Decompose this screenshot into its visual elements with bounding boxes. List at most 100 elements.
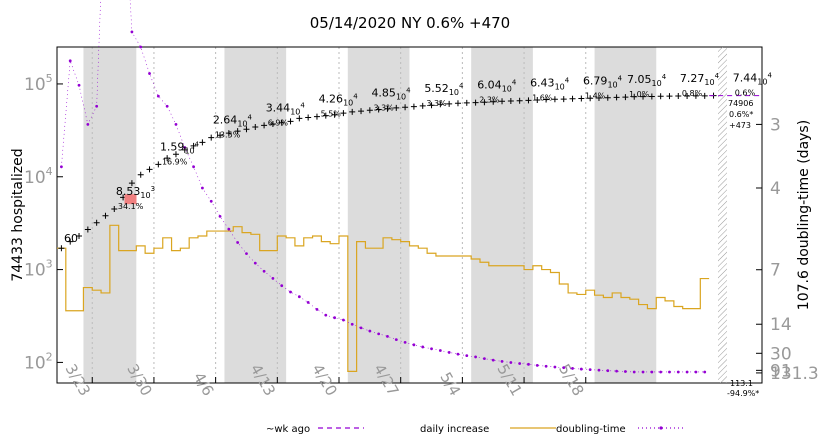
doubling-point-13 — [174, 123, 178, 126]
legend-marker-2 — [659, 426, 663, 430]
y2tick-label-5: 91 — [770, 361, 792, 381]
doubling-point-69 — [668, 370, 671, 374]
doubling-point-72 — [694, 370, 698, 374]
doubling-point-41 — [421, 345, 425, 349]
doubling-point-31 — [333, 316, 336, 320]
hospitalized-point-42 — [428, 102, 435, 109]
hospitalized-point-20 — [234, 128, 241, 135]
doubling-point-54 — [535, 363, 539, 367]
doubling-point-32 — [342, 318, 345, 322]
doubling-point-9 — [139, 45, 143, 49]
hospitalized-point-64 — [622, 94, 629, 101]
doubling-time-series — [60, 0, 707, 374]
hospitalized-point-22 — [252, 123, 259, 130]
hospitalized-point-38 — [393, 104, 400, 111]
annotation-value-9: 6.43104 — [530, 76, 570, 91]
hospitalized-point-25 — [278, 119, 285, 126]
hospitalized-point-43 — [437, 101, 444, 108]
doubling-point-50 — [500, 359, 504, 363]
annotation-value-11: 7.05104 — [627, 73, 667, 88]
annotation-pct-7: 3.3% — [426, 99, 447, 108]
hospitalized-point-2 — [76, 233, 83, 240]
doubling-point-63 — [615, 369, 618, 373]
doubling-point-49 — [491, 358, 495, 362]
hospitalized-point-70 — [675, 93, 682, 100]
projection-band — [718, 47, 727, 383]
hospitalized-point-51 — [507, 97, 514, 104]
hospitalized-point-29 — [313, 113, 320, 120]
y2tick-label-4: 30 — [770, 344, 792, 364]
hospitalized-point-32 — [340, 110, 347, 117]
doubling-point-12 — [165, 104, 169, 108]
hospitalized-point-69 — [666, 93, 673, 100]
hospitalized-point-13 — [172, 151, 179, 158]
annotation-value-4: 3.44104 — [266, 101, 306, 116]
hospitalized-point-50 — [499, 98, 506, 105]
y-axis-label: 74433 hospitalized — [10, 148, 26, 281]
hospitalized-point-53 — [525, 97, 532, 104]
annotation-value-10: 6.79104 — [583, 75, 623, 90]
gridlines — [91, 47, 587, 383]
shade-1 — [224, 47, 287, 383]
hospitalized-point-48 — [481, 99, 488, 106]
hospitalized-point-52 — [516, 97, 523, 104]
hospitalized-point-66 — [640, 93, 647, 100]
hospitalized-point-19 — [225, 130, 232, 137]
hospitalized-point-28 — [305, 114, 312, 121]
hospitalized-point-65 — [631, 93, 638, 100]
hospitalized-point-61 — [595, 95, 602, 102]
annotation-value-13: 7.44104 — [733, 72, 773, 87]
annotation-pct-6: 3.3% — [373, 103, 394, 112]
end-labels: 74906 0.6%* +473 113.1 -94.9%* — [727, 99, 759, 398]
hospitalized-point-17 — [208, 134, 215, 141]
doubling-point-52 — [518, 362, 522, 365]
ytick-label-0: 102 — [24, 350, 53, 373]
doubling-point-45 — [456, 352, 460, 356]
doubling-point-35 — [368, 329, 372, 333]
hospitalized-point-71 — [684, 92, 691, 99]
annotation-pct-9: 1.6% — [532, 93, 553, 102]
hospitalized-point-4 — [93, 219, 100, 226]
doubling-point-73 — [703, 370, 707, 374]
shade-4 — [594, 47, 657, 383]
doubling-point-15 — [192, 165, 195, 169]
hospitalized-point-47 — [472, 99, 479, 106]
hospitalized-point-35 — [366, 107, 373, 114]
annotation-value-3: 2.64104 — [213, 114, 253, 129]
annotation-pct-3: 13.5% — [215, 131, 241, 140]
y-ticks: 102 103 104 105 — [24, 72, 63, 373]
end-pct: 0.6%* — [729, 110, 753, 119]
hospitalized-point-72 — [692, 92, 699, 99]
annotation-value-2: 1.59104 — [160, 140, 200, 155]
doubling-point-55 — [544, 364, 548, 368]
hospitalized-point-14 — [181, 146, 188, 153]
hospitalized-point-67 — [648, 93, 655, 100]
annotation-pct-10: 1.4% — [585, 92, 606, 101]
y2tick-label-3: 14 — [770, 315, 792, 335]
hospitalized-point-49 — [490, 98, 497, 105]
annotations: 60 8.53103 34.1% 1.59104 16.9% 2.64104 13.5% 3.… — [64, 72, 772, 246]
hospitalized-point-36 — [375, 106, 382, 113]
doubling-point-71 — [685, 370, 689, 374]
hospitalized-point-44 — [446, 100, 453, 107]
doubling-point-10 — [148, 72, 151, 75]
annotation-pct-4: 6.9% — [268, 118, 289, 127]
hospitalized-point-63 — [613, 94, 620, 101]
doubling-point-11 — [156, 94, 160, 98]
doubling-point-44 — [447, 351, 451, 354]
hospitalized-point-9 — [137, 171, 144, 178]
highlight-box — [124, 194, 137, 205]
hospitalized-point-55 — [543, 96, 550, 103]
hospitalized-point-46 — [463, 99, 470, 106]
chart-title: 05/14/2020 NY 0.6% +470 — [310, 14, 510, 32]
annotation-value-6: 4.85104 — [371, 86, 411, 101]
y2tick-label-6: 131.3 — [770, 364, 819, 384]
doubling-point-46 — [465, 354, 469, 358]
hospitalized-point-37 — [384, 105, 391, 112]
hospitalized-point-0 — [58, 245, 65, 252]
x-ticks: 3/23 3/30 4/6 4/13 4/20 4/27 5/4 5/11 5/18 — [62, 361, 588, 399]
hospitalized-point-33 — [349, 108, 356, 115]
annotation-pct-8: 2.3% — [479, 96, 500, 105]
doubling-point-59 — [579, 367, 583, 371]
hospitalized-series — [58, 92, 762, 252]
